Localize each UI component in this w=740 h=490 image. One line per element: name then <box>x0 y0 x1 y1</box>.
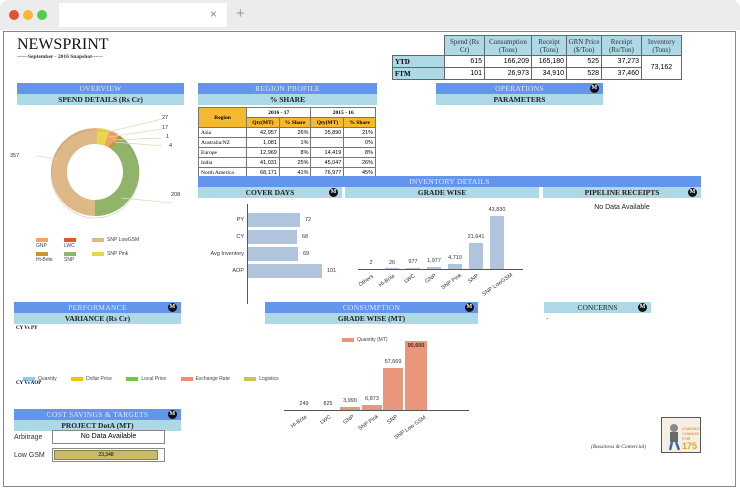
consumption-panel: CONSUMPTION M GRADE WISE (MT) <box>265 302 478 324</box>
page-subtitle: ------September - 2016 Snapshot------ <box>17 54 103 60</box>
legend-lwc: LWC <box>64 237 82 249</box>
arbitrage-value: No Data Available <box>52 430 165 444</box>
region-table: Region 2016 - 17 2015 - 16 Qty(MT) % Sha… <box>198 107 376 178</box>
kpi-row-ftm: FTM 101 26,973 34,910 528 37,460 <box>392 67 682 80</box>
kpi-header: Spend (Rs Cr) <box>444 35 485 56</box>
region-row: Australia/NZ 1,081 1% 0% <box>198 137 376 148</box>
cover-days-chart: PY 72 CY 68 Avg Inventory 69 AOP 101 <box>200 204 350 304</box>
minimize-window-icon[interactable] <box>23 10 33 20</box>
operations-panel: OPERATIONS M PARAMETERS <box>436 83 603 105</box>
concerns-bullet: . <box>546 312 549 321</box>
donut-label: 17 <box>162 125 169 131</box>
svg-text:FOR: FOR <box>682 436 691 441</box>
donut-label: 357 <box>10 153 20 159</box>
kpi-table: Spend (Rs Cr) Consumption (Tons) Receipt… <box>392 35 682 80</box>
donut-label: 1 <box>166 134 170 140</box>
arbitrage-label: Arbitrage <box>14 434 43 441</box>
project-dota-header: PROJECT DotA (MT) <box>14 420 181 431</box>
close-window-icon[interactable] <box>9 10 19 20</box>
operations-header: OPERATIONS M <box>436 83 603 94</box>
m-badge-icon[interactable]: M <box>638 303 647 312</box>
bar-py <box>248 213 300 227</box>
low-gsm-bar: 23,348 <box>52 448 165 462</box>
new-tab-button[interactable]: + <box>236 5 245 22</box>
cost-savings-header: COST SAVINGS & TARGETS M <box>14 409 181 420</box>
m-badge-icon[interactable]: M <box>688 188 697 197</box>
tab-close-icon[interactable]: × <box>209 7 217 21</box>
cost-savings-panel: COST SAVINGS & TARGETS M PROJECT DotA (M… <box>14 409 181 431</box>
pipeline-header: PIPELINE RECEIPTS M <box>543 187 701 198</box>
segment-snp-pink <box>96 128 110 146</box>
segment-gnp <box>104 130 118 149</box>
performance-panel: PERFORMANCE M VARIANCE (Rs Cr) <box>14 302 181 324</box>
spend-details-header: SPEND DETAILS (Rs Cr) <box>17 94 184 105</box>
grade-wise-header: GRADE WISE <box>345 187 539 198</box>
consumption-grade-wise-header: GRADE WISE (MT) <box>265 313 478 324</box>
m-badge-icon[interactable]: M <box>590 84 599 93</box>
region-row: Asia 42,957 26% 35,890 21% <box>198 127 376 138</box>
donut-label: 4 <box>169 143 173 149</box>
parameters-header: PARAMETERS <box>436 94 603 105</box>
overview-header: OVERVIEW <box>17 83 184 94</box>
consumption-header: CONSUMPTION M <box>265 302 478 313</box>
bar-cy <box>248 230 297 244</box>
grade-wise-inventory-chart: 2 26 977 1,977 4,710 21,641 43,830 Other… <box>356 202 536 302</box>
legend-hi-brite: Hi-Brite <box>36 251 54 263</box>
kpi-header: Receipt (Rs/Ton) <box>601 35 642 56</box>
spend-donut-chart <box>36 118 173 219</box>
low-gsm-label: Low GSM <box>14 452 45 459</box>
m-badge-icon[interactable]: M <box>465 303 474 312</box>
legend-snp-pink: SNP Pink <box>92 251 142 263</box>
legend-gnp: GNP <box>36 237 54 249</box>
svg-text:175: 175 <box>682 441 697 451</box>
dashboard-page: NEWSPRINT ------September - 2016 Snapsho… <box>3 31 736 487</box>
page-title: NEWSPRINT <box>17 36 109 53</box>
legend-snp-lowgsm: SNP LowGSM <box>92 237 142 249</box>
kpi-header: GRN Price ($/Ton) <box>566 35 602 56</box>
bar-avg-inventory <box>248 247 298 261</box>
share-header: % SHARE <box>198 94 377 105</box>
inventory-value: 73,162 <box>641 55 682 80</box>
cy-vs-py-label: CY Vs PY <box>16 326 38 331</box>
kpi-header: Receipt (Tons) <box>531 35 567 56</box>
m-badge-icon[interactable]: M <box>329 188 338 197</box>
kpi-header: Inventory (Tons) <box>641 35 682 56</box>
variance-header: VARIANCE (Rs Cr) <box>14 313 181 324</box>
footer-text: (Bussiness & Comercial) <box>591 444 647 450</box>
kpi-row-ytd: YTD 615 166,209 165,180 525 37,273 73,16… <box>392 55 682 80</box>
consumption-chart: 249 825 3,990 6,873 57,669 90,600 Hi-Bri… <box>284 337 474 447</box>
cy-vs-aop-label: CY Vs AOP <box>16 381 42 386</box>
browser-tab[interactable]: × <box>59 3 227 27</box>
concerns-header: CONCERNS M <box>544 302 651 313</box>
donut-label: 27 <box>162 115 169 121</box>
inventory-header: INVENTORY DETAILS <box>198 176 701 187</box>
maximize-window-icon[interactable] <box>37 10 47 20</box>
logo-figure-icon: LEADING CHANGE FOR 175 <box>668 424 700 451</box>
segment-snp <box>94 135 140 217</box>
pipeline-no-data: No Data Available <box>594 204 650 211</box>
m-badge-icon[interactable]: M <box>168 303 177 312</box>
overview-panel: OVERVIEW SPEND DETAILS (Rs Cr) <box>17 83 184 105</box>
region-row: Europe 12,969 8% 14,419 8% <box>198 147 376 158</box>
variance-legend: Quantity Dollar Price Local Price Exchan… <box>23 367 289 385</box>
region-header: REGION PROFILE <box>198 83 377 94</box>
legend-snp: SNP <box>64 251 82 263</box>
spend-legend: GNP LWC SNP LowGSM Hi-Brite SNP SNP Pink <box>36 237 176 263</box>
cover-days-header: COVER DAYS M <box>198 187 342 198</box>
bar-aop <box>248 264 322 278</box>
browser-chrome: × + <box>0 0 740 30</box>
svg-text:LEADING: LEADING <box>682 426 700 431</box>
kpi-header: Consumption (Tons) <box>484 35 532 56</box>
region-row: India 41,031 25% 45,047 26% <box>198 157 376 168</box>
m-badge-icon[interactable]: M <box>168 410 177 419</box>
performance-header: PERFORMANCE M <box>14 302 181 313</box>
consumption-legend: Quantity (MT) <box>342 328 398 346</box>
anniversary-logo: LEADING CHANGE FOR 175 <box>661 417 701 453</box>
region-panel: REGION PROFILE % SHARE <box>198 83 377 105</box>
svg-text:CHANGE: CHANGE <box>682 431 699 436</box>
donut-label: 208 <box>171 192 181 198</box>
